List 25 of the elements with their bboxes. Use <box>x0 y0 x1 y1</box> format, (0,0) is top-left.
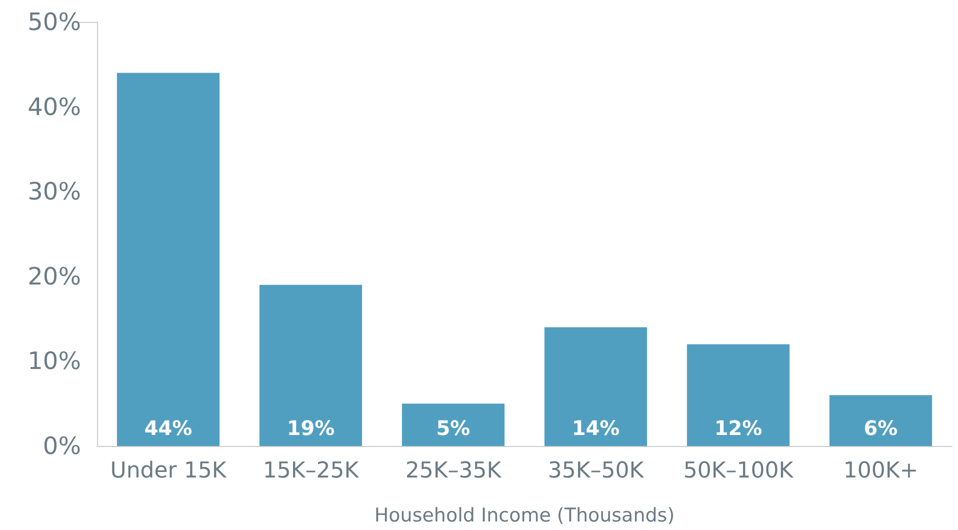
data-label: 14% <box>572 416 620 440</box>
bar <box>116 72 220 446</box>
x-tick-label: 15K–25K <box>262 458 360 484</box>
y-tick-label: 0% <box>42 432 81 460</box>
data-label: 5% <box>436 416 470 440</box>
y-tick-label: 40% <box>28 92 81 121</box>
y-tick-label: 50% <box>28 8 81 36</box>
x-axis-title: Household Income (Thousands) <box>374 504 675 526</box>
y-tick-label: 20% <box>28 262 81 290</box>
data-label: 44% <box>144 416 192 440</box>
bar <box>259 284 362 446</box>
data-label: 19% <box>286 416 335 440</box>
x-tick-label: 50K–100K <box>683 458 794 484</box>
y-tick-label: 10% <box>28 347 81 376</box>
y-tick-label: 30% <box>28 178 81 206</box>
bar <box>544 327 648 446</box>
bar <box>686 344 790 446</box>
bar <box>829 395 932 446</box>
x-tick-label: 35K–50K <box>548 458 644 484</box>
x-tick-label: Under 15K <box>110 458 227 484</box>
bar <box>402 404 505 446</box>
x-tick-label: 100K+ <box>843 458 918 484</box>
data-label: 6% <box>864 416 898 440</box>
x-tick-label: 25K–35K <box>405 458 502 484</box>
data-label: 12% <box>714 416 762 440</box>
